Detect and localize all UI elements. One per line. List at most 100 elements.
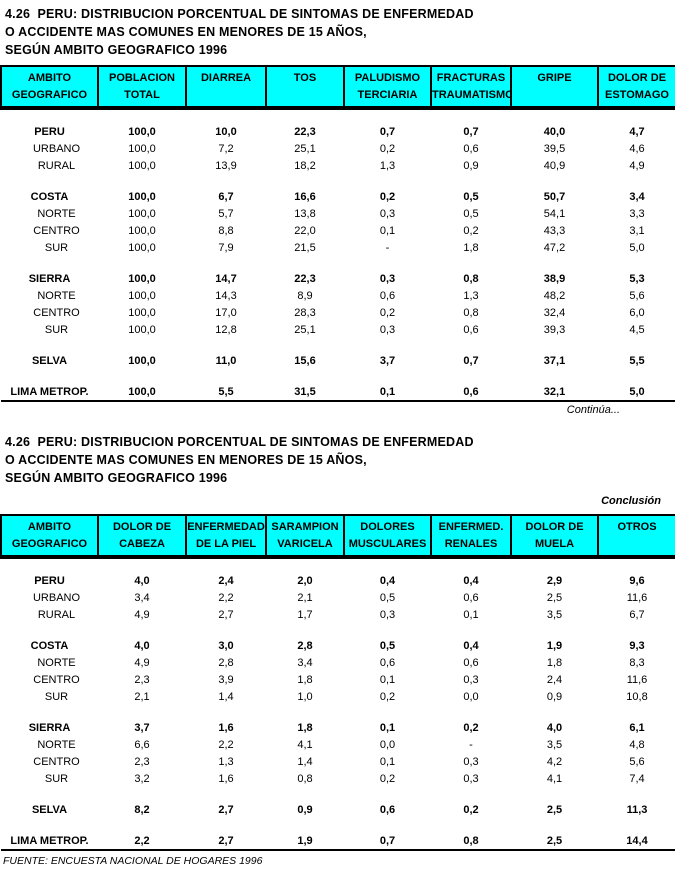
spacer-cell (1, 256, 675, 270)
row-label: LIMA METROP. (1, 832, 98, 851)
row-label: RURAL (37, 608, 76, 621)
spacer-cell (1, 557, 675, 572)
value-cell: 4,0 (134, 639, 150, 652)
column-header-line1: DOLOR DE (112, 521, 172, 533)
title-line-1: 4.26 PERU: DISTRIBUCION PORCENTUAL DE SI… (5, 7, 474, 21)
row-label: CENTRO (33, 224, 80, 237)
table2-title: 4.26 PERU: DISTRIBUCION PORCENTUAL DE SI… (0, 419, 675, 487)
spacer-row (1, 108, 675, 123)
value-cell: 17,0 (215, 306, 237, 319)
value-cell: 0,7 (379, 125, 396, 138)
column-header: PALUDISMO TERCIARIA (343, 65, 432, 110)
value-cell: 0,8 (297, 772, 313, 785)
value-cell: 3,3 (629, 207, 645, 220)
spacer-cell (1, 818, 675, 832)
column-header: AMBITO GEOGRAFICO (0, 65, 99, 110)
table-row: SUR 3,2 1,6 0,8 0,2 0,3 4,1 7,4 (1, 770, 675, 787)
value-cell: 0,6 (431, 383, 511, 402)
column-header-line1: DIARREA (200, 72, 252, 84)
value-cell: 13,8 (294, 207, 316, 220)
value-cell: 2,3 (134, 755, 150, 768)
value-cell: 7,4 (629, 772, 645, 785)
value-cell: 0,3 (463, 673, 479, 686)
column-header-line2: MUELA (534, 538, 575, 550)
column-header: TOS (265, 65, 345, 110)
column-header-line2: TERCIARIA (357, 89, 418, 101)
spacer-row (1, 705, 675, 719)
value-cell: 0,1 (379, 224, 396, 237)
value-cell: - (385, 241, 390, 254)
value-cell: 4,9 (629, 159, 645, 172)
value-cell: 0,0 (379, 738, 396, 751)
spacer-cell (1, 174, 675, 188)
column-header-line2: DE LA PIEL (195, 538, 257, 550)
value-cell: 100,0 (98, 383, 186, 402)
value-cell: 0,9 (297, 803, 313, 816)
value-cell: 100,0 (128, 142, 156, 155)
value-cell: 0,6 (463, 591, 479, 604)
value-cell: 11,0 (215, 354, 237, 367)
row-label: CENTRO (33, 673, 80, 686)
value-cell: 4,7 (629, 125, 645, 138)
table2-header-row: AMBITO GEOGRAFICO DOLOR DE CABEZA ENFERMEDAD… (0, 514, 675, 559)
value-cell: 0,3 (379, 272, 396, 285)
value-cell: 1,8 (297, 721, 313, 734)
value-cell: 0,5 (463, 207, 479, 220)
spacer-row (1, 557, 675, 572)
value-cell: 0,2 (379, 306, 396, 319)
value-cell: 10,0 (215, 125, 237, 138)
value-cell: 1,9 (266, 832, 344, 851)
row-label: SUR (44, 690, 69, 703)
value-cell: 0,4 (463, 574, 479, 587)
column-header-line2 (513, 87, 596, 104)
table-row: NORTE 4,9 2,8 3,4 0,6 0,6 1,8 8,3 (1, 654, 675, 671)
value-cell: 1,3 (463, 289, 479, 302)
value-cell: 22,3 (294, 272, 316, 285)
value-cell: 0,4 (379, 574, 396, 587)
table-row: SIERRA 100,0 14,7 22,3 0,3 0,8 38,9 5,3 (1, 270, 675, 287)
table-row: SUR 100,0 7,9 21,5 - 1,8 47,2 5,0 (1, 239, 675, 256)
column-header-line2 (188, 87, 264, 104)
value-cell: 12,8 (215, 323, 237, 336)
column-header-line1: GRIPE (537, 72, 572, 84)
value-cell: 25,1 (294, 323, 316, 336)
column-header: DOLOR DE MUELA (510, 514, 599, 559)
table-row: RURAL 100,0 13,9 18,2 1,3 0,9 40,9 4,9 (1, 157, 675, 174)
value-cell: 0,2 (379, 772, 396, 785)
value-cell: 100,0 (128, 224, 156, 237)
value-cell: 0,8 (463, 272, 479, 285)
value-cell: 8,8 (218, 224, 234, 237)
value-cell: 2,5 (511, 832, 598, 851)
value-cell: 16,6 (294, 190, 316, 203)
value-cell: 0,7 (344, 832, 431, 851)
value-cell: 5,0 (629, 241, 645, 254)
value-cell: 100,0 (128, 241, 156, 254)
value-cell: 3,0 (218, 639, 234, 652)
value-cell: 14,4 (598, 832, 675, 851)
value-cell: 100,0 (128, 207, 156, 220)
value-cell: 3,9 (218, 673, 234, 686)
value-cell: 0,9 (546, 690, 563, 703)
value-cell: 2,7 (186, 832, 266, 851)
table-row: CENTRO 2,3 3,9 1,8 0,1 0,3 2,4 11,6 (1, 671, 675, 688)
column-header: DOLOR DE CABEZA (97, 514, 187, 559)
column-header-line2: TOTAL (124, 89, 160, 101)
column-header-line1: SARAMPION (271, 521, 339, 533)
value-cell: 1,0 (297, 690, 313, 703)
value-cell: 15,6 (294, 354, 316, 367)
value-cell: 22,0 (294, 224, 316, 237)
column-header-line1: OTROS (617, 521, 657, 533)
value-cell: 4,2 (546, 755, 563, 768)
value-cell: 8,3 (629, 656, 645, 669)
spacer-cell (1, 787, 675, 801)
column-header-line2 (600, 536, 674, 553)
row-label: SELVA (31, 354, 68, 367)
value-cell: 39,5 (543, 142, 566, 155)
row-label: NORTE (37, 207, 76, 220)
value-cell: 2,8 (218, 656, 234, 669)
table2: AMBITO GEOGRAFICO DOLOR DE CABEZA ENFERMEDAD… (0, 514, 675, 851)
row-label: URBANO (32, 591, 81, 604)
value-cell: 0,6 (379, 289, 396, 302)
value-cell: 6,1 (629, 721, 645, 734)
value-cell: 3,5 (546, 608, 563, 621)
